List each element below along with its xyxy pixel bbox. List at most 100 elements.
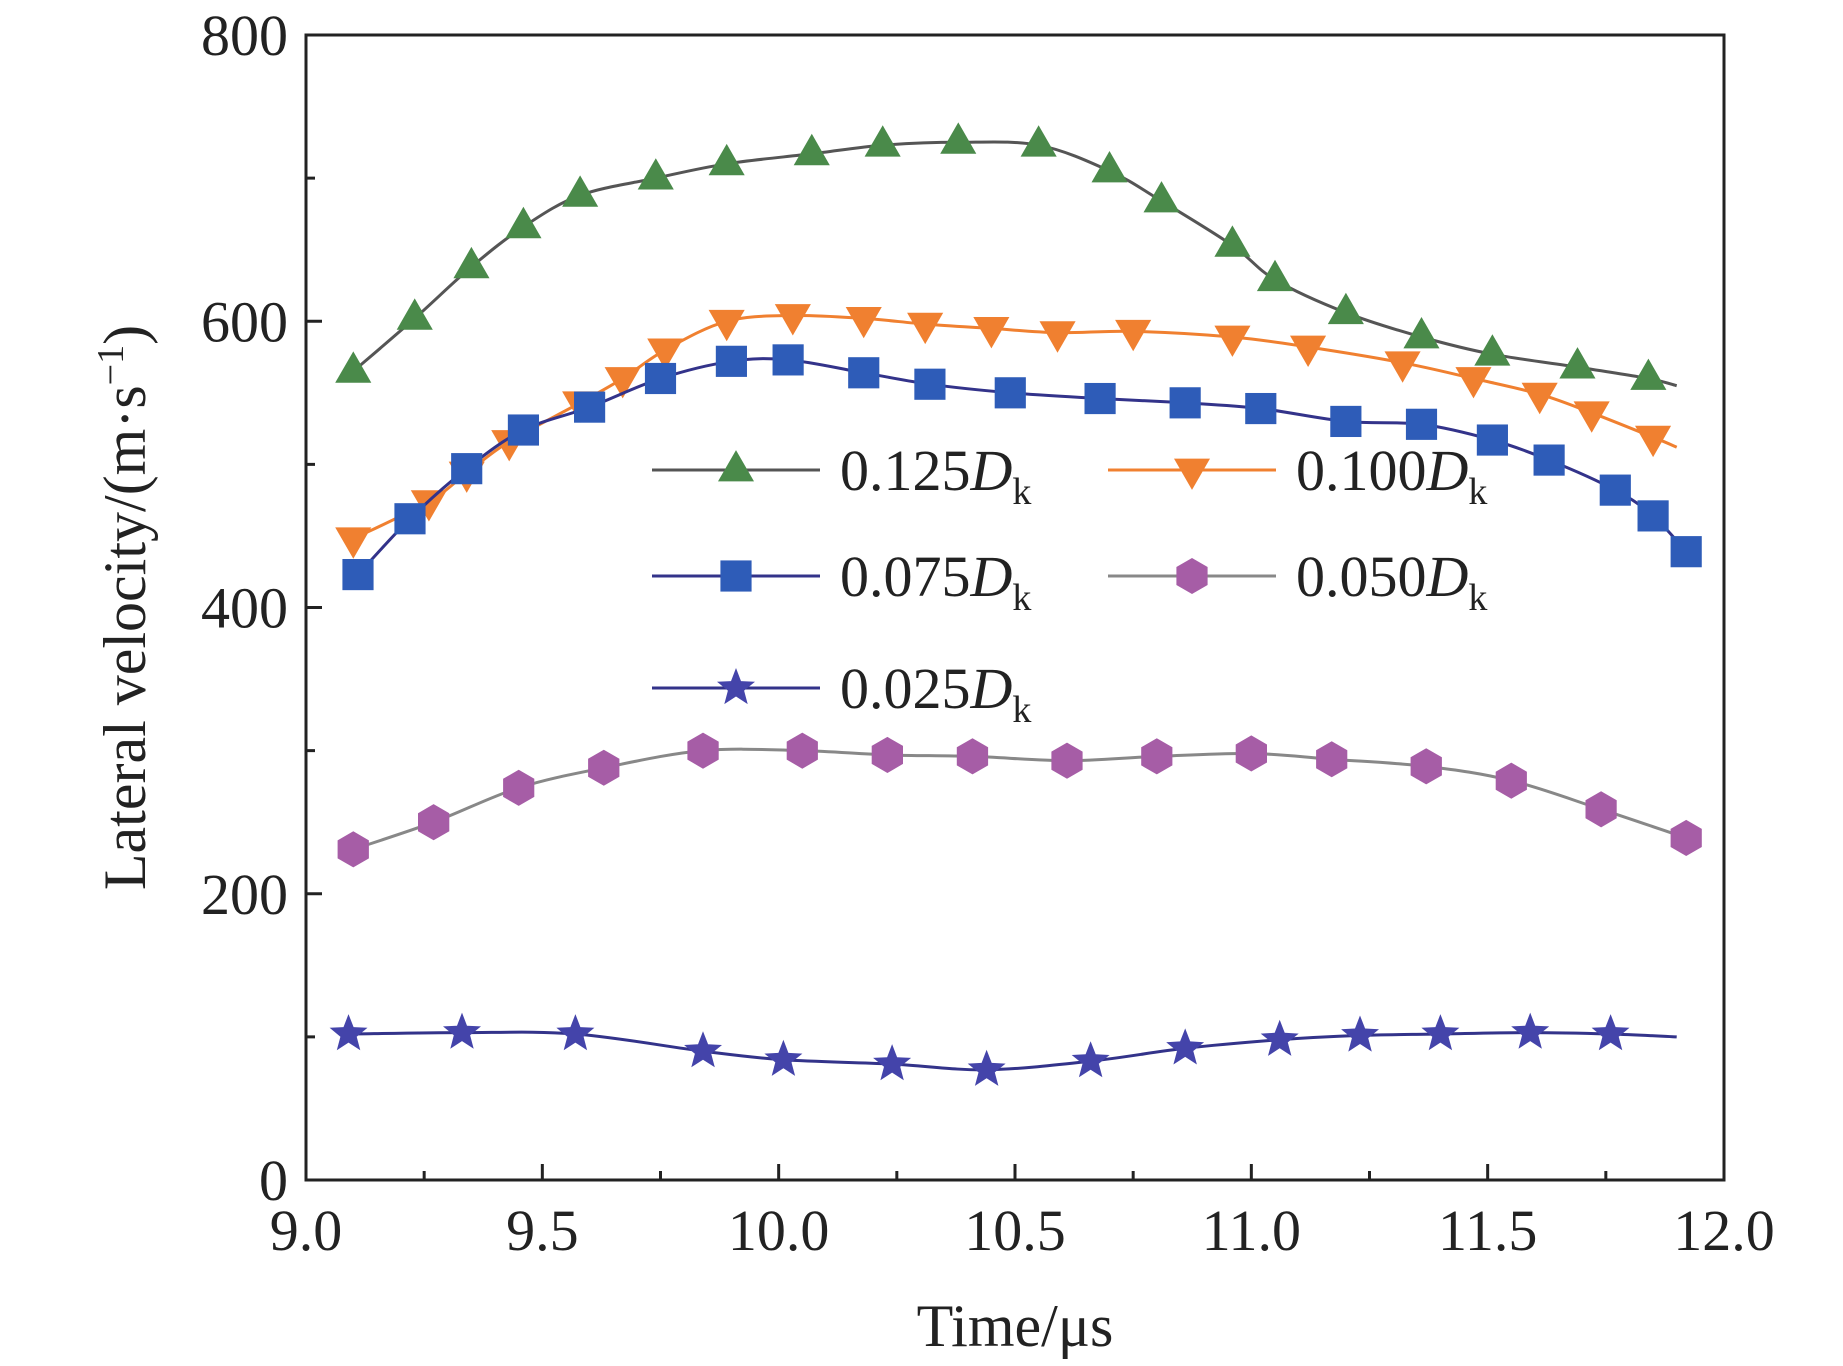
data-point [1039, 321, 1076, 353]
data-point [335, 527, 372, 559]
data-point [588, 749, 620, 786]
data-point [1169, 387, 1201, 419]
series-0 [335, 122, 1678, 390]
series-line [352, 140, 1678, 388]
data-point [1495, 762, 1527, 799]
data-point [973, 317, 1010, 349]
legend-label-number: 0.125 [840, 438, 971, 503]
data-point [1084, 382, 1116, 415]
series-line [352, 747, 1694, 851]
data-point [647, 338, 684, 370]
y-axis-title-close: ) [92, 325, 158, 345]
data-point [604, 367, 641, 399]
data-point [1410, 748, 1442, 785]
data-point [967, 1049, 1006, 1086]
data-point [335, 351, 372, 383]
x-tick-label: 10.0 [728, 1198, 830, 1263]
data-point [396, 298, 433, 330]
data-point [1585, 791, 1617, 828]
data-point [1573, 401, 1610, 433]
data-point [562, 175, 599, 207]
legend-label-variable: D [970, 438, 1013, 503]
data-point [1670, 819, 1702, 856]
y-tick-label: 0 [259, 1148, 288, 1213]
data-point [453, 246, 490, 279]
data-point [786, 732, 818, 769]
series-2 [342, 344, 1702, 591]
data-point [1599, 474, 1631, 506]
data-point [907, 312, 944, 345]
data-point [687, 732, 719, 769]
data-point [505, 206, 542, 239]
data-point [574, 391, 606, 423]
data-point [1071, 1041, 1110, 1078]
data-point [1245, 392, 1277, 425]
data-point [1235, 735, 1267, 772]
y-tick-label: 200 [201, 862, 288, 927]
data-point [1521, 382, 1558, 415]
data-point [1115, 319, 1152, 352]
y-axis-title: Lateral velocity/(m·s−1) [90, 325, 158, 890]
data-point [1637, 500, 1669, 532]
x-axis-title: Time/μs [917, 1293, 1114, 1359]
legend-label: 0.050Dk [1296, 544, 1487, 619]
data-point [337, 831, 369, 868]
y-axis-title-main: Lateral velocity/(m·s [92, 385, 158, 890]
legend-marker [720, 560, 752, 592]
data-point [873, 1044, 912, 1081]
x-tick-label: 11.5 [1438, 1198, 1537, 1263]
data-point [684, 1031, 722, 1068]
legend-label-number: 0.075 [840, 544, 971, 609]
data-point [410, 490, 447, 522]
data-point [1141, 738, 1173, 775]
x-tick-label: 12.0 [1673, 1198, 1775, 1263]
data-point [772, 344, 804, 376]
data-point [1214, 225, 1251, 257]
data-point [1559, 347, 1596, 379]
data-point [864, 125, 901, 157]
y-axis-title-superscript: −1 [90, 345, 132, 385]
legend-item: 0.075Dk [652, 544, 1031, 619]
series-4 [329, 1012, 1677, 1086]
data-point [342, 559, 374, 591]
legend-label-subscript: k [1468, 577, 1487, 619]
data-point [940, 122, 977, 154]
data-point [1214, 325, 1251, 357]
x-tick-label: 10.5 [964, 1198, 1066, 1263]
legend-item: 0.025Dk [652, 656, 1031, 731]
data-point [1635, 425, 1672, 458]
legend-marker [718, 450, 754, 482]
data-point [708, 143, 745, 176]
data-point [1290, 335, 1327, 367]
data-point [1260, 1019, 1299, 1056]
legend-label-variable: D [970, 544, 1013, 609]
y-tick-label: 600 [201, 289, 288, 354]
data-point [329, 1014, 368, 1051]
legend-label-variable: D [1426, 438, 1469, 503]
data-point [845, 307, 882, 339]
data-point [1091, 151, 1128, 183]
data-point [503, 769, 535, 806]
data-point [1143, 181, 1180, 213]
data-point [848, 357, 880, 389]
legend-label-subscript: k [1012, 689, 1031, 731]
data-point [914, 368, 946, 400]
legend-label: 0.075Dk [840, 544, 1031, 619]
data-point [443, 1012, 481, 1049]
data-point [1166, 1028, 1205, 1065]
legend-marker [1176, 558, 1208, 594]
ticks-layer: 9.0 9.5 10.0 10.5 11.0 11.5 12.0 0 200 400 600 800 [201, 3, 1775, 1263]
data-point [1256, 259, 1293, 292]
series-line [348, 1030, 1677, 1072]
legend-label: 0.125Dk [840, 438, 1031, 513]
data-point [1403, 317, 1440, 349]
legend-label-variable: D [970, 656, 1013, 721]
data-point [644, 362, 677, 395]
legend-label-number: 0.100 [1296, 438, 1427, 503]
x-tick-label: 11.0 [1202, 1198, 1301, 1263]
x-tick-label: 9.0 [270, 1198, 343, 1263]
data-point [451, 453, 483, 485]
data-point [637, 158, 674, 190]
data-point [1405, 408, 1438, 440]
